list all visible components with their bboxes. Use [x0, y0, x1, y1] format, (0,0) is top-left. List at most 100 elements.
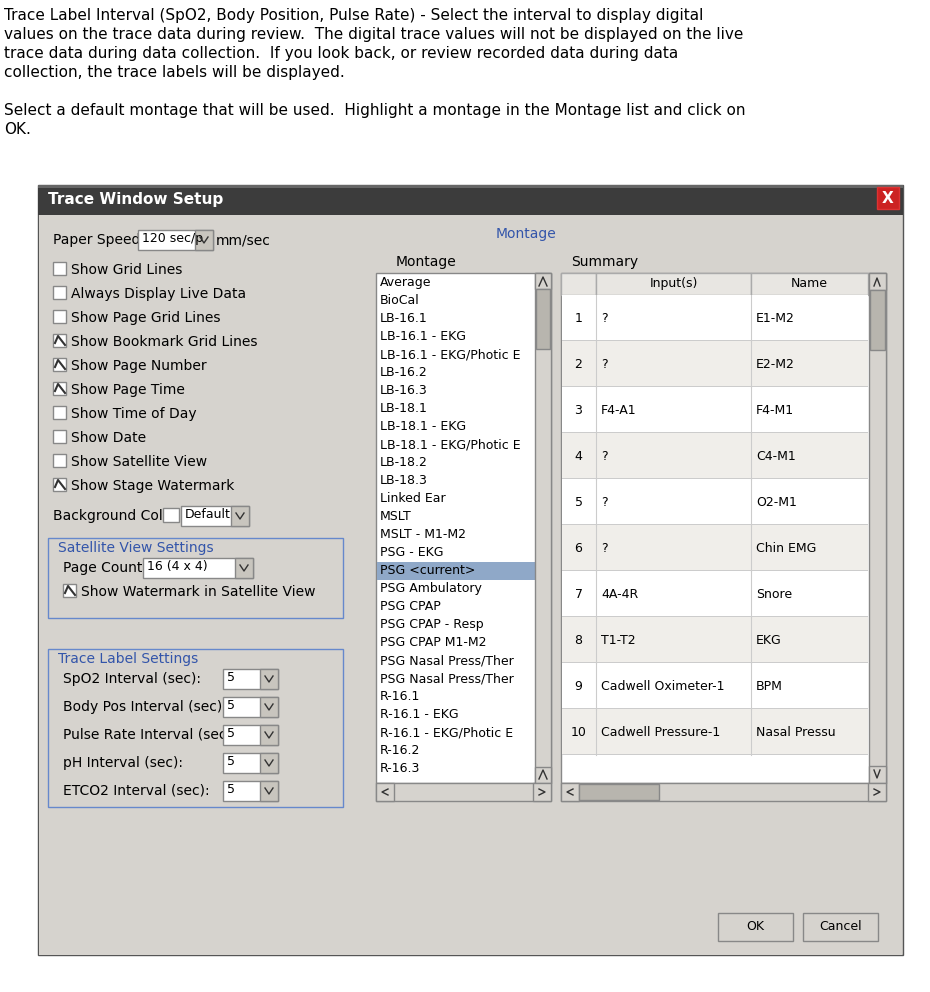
- Bar: [561, 273, 886, 783]
- Text: 5: 5: [227, 671, 235, 684]
- Text: PSG Ambulatory: PSG Ambulatory: [380, 582, 482, 595]
- Text: Default: Default: [185, 508, 231, 521]
- Text: LB-18.1 - EKG/Photic E: LB-18.1 - EKG/Photic E: [380, 438, 521, 451]
- Text: 6: 6: [575, 542, 582, 555]
- Bar: [138, 230, 213, 250]
- Text: LB-16.1 - EKG: LB-16.1 - EKG: [380, 330, 466, 343]
- Text: F4-A1: F4-A1: [601, 404, 637, 417]
- Text: E2-M2: E2-M2: [756, 357, 795, 370]
- Text: mm/sec: mm/sec: [216, 233, 271, 247]
- Text: PSG CPAP M1-M2: PSG CPAP M1-M2: [380, 636, 486, 649]
- Text: R-16.3: R-16.3: [380, 762, 420, 775]
- Text: LB-18.3: LB-18.3: [380, 474, 428, 487]
- Text: R-16.1 - EKG: R-16.1 - EKG: [380, 708, 458, 721]
- Bar: [562, 341, 868, 387]
- Bar: [143, 558, 253, 578]
- Text: 4: 4: [575, 449, 582, 462]
- Text: 3: 3: [575, 404, 582, 417]
- Bar: [53, 382, 66, 395]
- Text: OK.: OK.: [4, 122, 31, 137]
- Text: ?: ?: [601, 357, 607, 370]
- Bar: [39, 215, 902, 955]
- Bar: [870, 290, 885, 350]
- Text: Body Pos Interval (sec):: Body Pos Interval (sec):: [63, 700, 227, 714]
- Bar: [53, 478, 66, 491]
- Text: Montage: Montage: [496, 227, 557, 241]
- Text: T1-T2: T1-T2: [601, 634, 635, 647]
- Text: LB-16.1 - EKG/Photic E: LB-16.1 - EKG/Photic E: [380, 348, 521, 361]
- Bar: [562, 662, 868, 663]
- Text: Show Page Time: Show Page Time: [71, 383, 185, 397]
- Bar: [718, 913, 793, 941]
- Text: 2: 2: [575, 357, 582, 370]
- Text: ?: ?: [601, 311, 607, 324]
- Bar: [562, 571, 868, 617]
- Text: Linked Ear: Linked Ear: [380, 492, 445, 505]
- Bar: [376, 273, 551, 783]
- Text: Summary: Summary: [571, 255, 638, 269]
- Text: R-16.1 - EKG/Photic E: R-16.1 - EKG/Photic E: [380, 726, 513, 739]
- Bar: [562, 433, 868, 479]
- Bar: [562, 295, 868, 341]
- Bar: [376, 783, 394, 801]
- Text: OK: OK: [747, 921, 764, 933]
- Bar: [562, 617, 868, 663]
- Bar: [562, 663, 868, 709]
- Text: Select a default montage that will be used.  Highlight a montage in the Montage : Select a default montage that will be us…: [4, 103, 746, 118]
- Text: 16 (4 x 4): 16 (4 x 4): [147, 560, 207, 573]
- Text: MSLT: MSLT: [380, 510, 412, 523]
- Bar: [38, 185, 903, 188]
- Bar: [562, 754, 868, 755]
- Bar: [562, 387, 868, 433]
- Bar: [751, 273, 868, 295]
- Bar: [562, 479, 868, 525]
- Text: Chin EMG: Chin EMG: [756, 542, 817, 555]
- Text: Show Grid Lines: Show Grid Lines: [71, 263, 182, 277]
- Text: Cadwell Oximeter-1: Cadwell Oximeter-1: [601, 680, 724, 692]
- Text: Page Count: Page Count: [63, 561, 142, 575]
- Bar: [562, 525, 868, 571]
- Text: BioCal: BioCal: [380, 294, 419, 307]
- Text: F4-M1: F4-M1: [756, 404, 794, 417]
- Bar: [562, 709, 868, 755]
- Bar: [53, 358, 66, 371]
- Text: Snore: Snore: [756, 587, 792, 600]
- Bar: [533, 783, 551, 801]
- Text: PSG - EKG: PSG - EKG: [380, 546, 444, 559]
- Text: E1-M2: E1-M2: [756, 311, 795, 324]
- Text: ?: ?: [601, 495, 607, 509]
- Bar: [579, 784, 659, 800]
- Bar: [53, 454, 66, 467]
- Bar: [561, 783, 886, 801]
- Text: Cadwell Pressure-1: Cadwell Pressure-1: [601, 725, 720, 738]
- Text: 7: 7: [575, 587, 582, 600]
- Text: collection, the trace labels will be displayed.: collection, the trace labels will be dis…: [4, 65, 345, 80]
- Text: Show Page Grid Lines: Show Page Grid Lines: [71, 311, 220, 325]
- Bar: [562, 386, 868, 387]
- Text: MSLT - M1-M2: MSLT - M1-M2: [380, 528, 466, 541]
- Text: Pulse Rate Interval (sec):: Pulse Rate Interval (sec):: [63, 728, 236, 742]
- Text: LB-18.2: LB-18.2: [380, 456, 428, 469]
- Text: Show Date: Show Date: [71, 431, 146, 445]
- Text: Show Bookmark Grid Lines: Show Bookmark Grid Lines: [71, 335, 258, 349]
- Bar: [869, 273, 886, 290]
- Bar: [53, 406, 66, 419]
- Bar: [561, 783, 579, 801]
- Text: Trace Window Setup: Trace Window Setup: [48, 192, 223, 207]
- Text: ?: ?: [601, 542, 607, 555]
- Text: 9: 9: [575, 680, 582, 692]
- Bar: [596, 273, 751, 295]
- Bar: [562, 432, 868, 433]
- Text: ETCO2 Interval (sec):: ETCO2 Interval (sec):: [63, 784, 209, 798]
- Bar: [260, 725, 278, 745]
- Bar: [53, 430, 66, 443]
- Text: 8: 8: [575, 634, 582, 647]
- Bar: [235, 558, 253, 578]
- Text: ?: ?: [601, 449, 607, 462]
- Text: Paper Speed: Paper Speed: [53, 233, 140, 247]
- Text: pH Interval (sec):: pH Interval (sec):: [63, 756, 183, 770]
- Text: Satellite View Settings: Satellite View Settings: [58, 541, 214, 555]
- Text: O2-M1: O2-M1: [756, 495, 797, 509]
- Text: Trace Label Interval (SpO2, Body Position, Pulse Rate) - Select the interval to : Trace Label Interval (SpO2, Body Positio…: [4, 8, 703, 23]
- Text: BPM: BPM: [756, 680, 783, 692]
